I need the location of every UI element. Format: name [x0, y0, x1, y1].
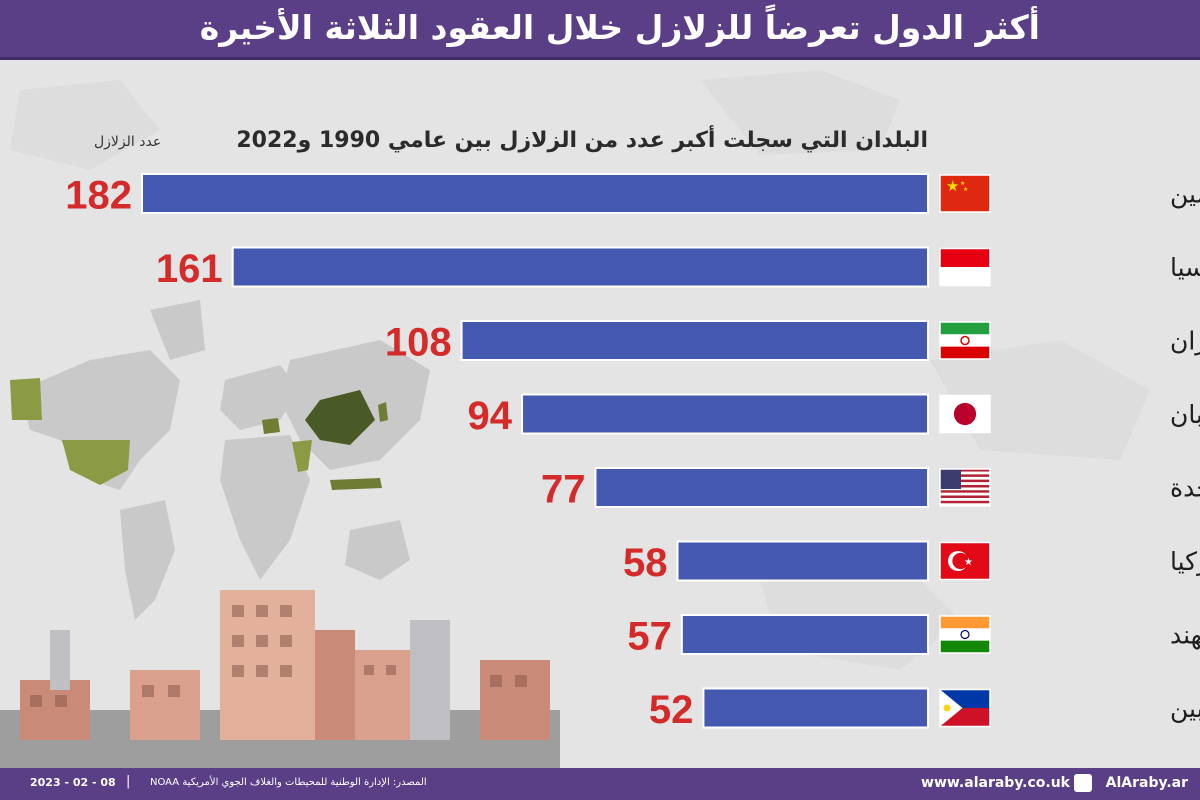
- bar-value-label: 58: [623, 541, 668, 585]
- svg-text:★: ★: [964, 557, 973, 568]
- footer-bar: 2023 - 02 - 08 | المصدر: الإدارة الوطنية…: [0, 768, 1200, 800]
- india-flag-icon: [939, 615, 991, 654]
- philippines-flag-icon: [939, 688, 991, 728]
- indonesia-map-highlight: [330, 478, 382, 490]
- turkey-flag-icon: ★: [939, 541, 991, 581]
- bar-value-label: 182: [65, 174, 132, 218]
- footer-source: المصدر: الإدارة الوطنية للمحيطات والغلاف…: [150, 777, 427, 788]
- page-title: أكثر الدول تعرضاً للزلازل خلال العقود ال…: [199, 8, 1040, 47]
- world-map: [10, 300, 430, 620]
- bar-value-label: 94: [468, 394, 513, 438]
- japan-map-highlight: [378, 402, 388, 422]
- north-america-shape: [20, 350, 180, 490]
- europe-shape: [220, 365, 300, 430]
- bar-7: [680, 614, 929, 655]
- bar-value-label: 161: [156, 247, 223, 291]
- indonesia-flag-icon: [939, 247, 991, 287]
- usa-flag-icon: [939, 468, 991, 507]
- footer-date: 2023 - 02 - 08: [30, 776, 116, 789]
- category-label: إيران: [1170, 327, 1200, 357]
- bar-5: [594, 467, 929, 508]
- usa-map-highlight: [62, 440, 130, 485]
- bar-8: [702, 687, 930, 729]
- website-link[interactable]: www.alaraby.co.uk: [921, 775, 1070, 791]
- destroyed-buildings-illustration: [0, 590, 560, 770]
- header-bar: أكثر الدول تعرضاً للزلازل خلال العقود ال…: [0, 0, 1200, 60]
- china-flag-icon: ★ ★★: [939, 174, 991, 213]
- south-america-shape: [120, 500, 175, 620]
- bar-6: [676, 540, 929, 582]
- bar-value-label: 108: [385, 321, 452, 365]
- publisher-logo-icon: [1074, 774, 1092, 792]
- africa-shape: [220, 435, 310, 580]
- australia-shape: [345, 520, 410, 580]
- category-label: الهند: [1170, 621, 1200, 651]
- iran-flag-icon: [939, 321, 991, 360]
- bar-3: [460, 320, 929, 361]
- chart-subtitle: البلدان التي سجلت أكبر عدد من الزلازل بي…: [236, 128, 928, 153]
- iran-map-highlight: [262, 418, 280, 434]
- category-label: إندونيسيا: [1170, 253, 1200, 283]
- category-label: اليابان: [1170, 400, 1200, 429]
- category-label: الصين: [1170, 180, 1200, 209]
- japan-flag-icon: [939, 394, 991, 434]
- china-map-highlight: [305, 390, 375, 445]
- greenland-shape: [150, 300, 205, 360]
- bar-value-label: 77: [541, 468, 586, 512]
- footer-separator: |: [126, 774, 131, 789]
- svg-text:★: ★: [946, 177, 959, 195]
- india-map-highlight: [292, 440, 312, 472]
- value-axis-label: عدد الزلازل: [94, 134, 162, 150]
- category-label: الفيليبين: [1170, 694, 1200, 723]
- category-label: الولايات المتحدة: [1170, 474, 1200, 503]
- social-handle[interactable]: AlAraby.ar: [1105, 775, 1188, 791]
- alaska-shape: [10, 378, 42, 420]
- bar-4: [521, 393, 929, 435]
- bar-2: [231, 246, 929, 288]
- bar-value-label: 52: [649, 688, 694, 732]
- svg-text:★: ★: [963, 186, 968, 193]
- bar-1: [141, 173, 929, 214]
- svg-text:★: ★: [960, 180, 965, 187]
- bar-value-label: 57: [627, 615, 672, 659]
- category-label: تركيا: [1170, 547, 1200, 576]
